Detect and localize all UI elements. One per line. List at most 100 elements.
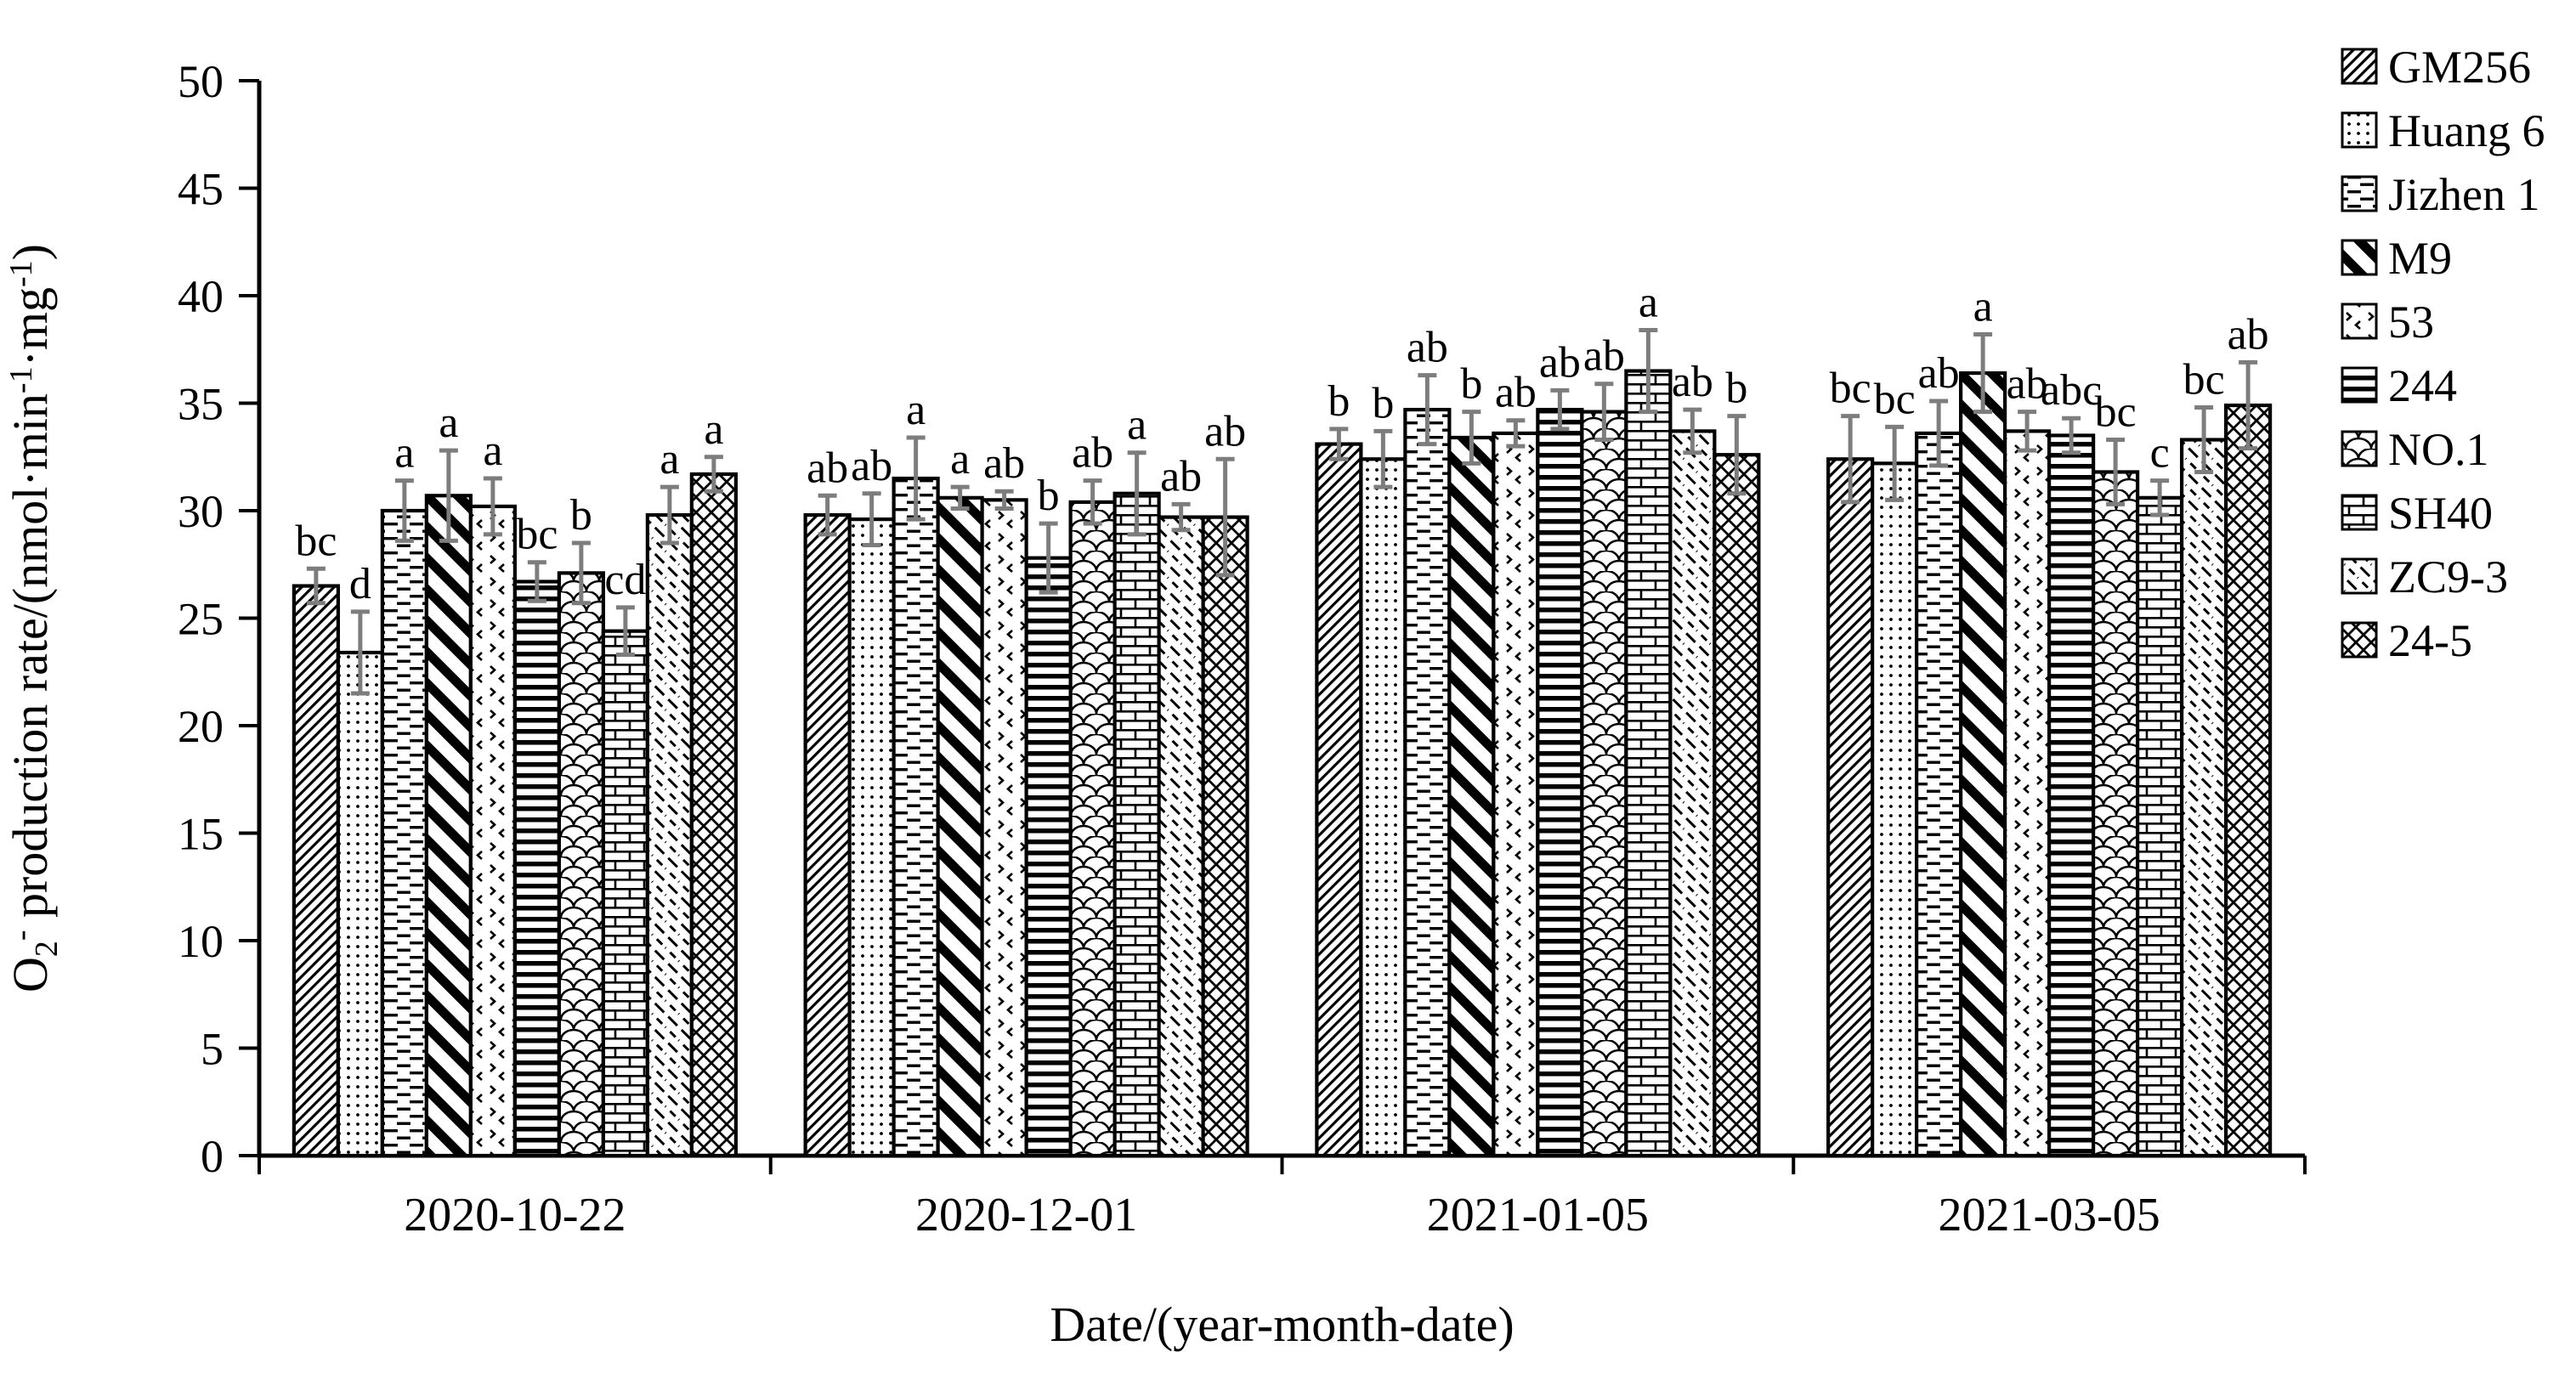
y-tick-label: 50 [178, 56, 224, 107]
y-tick-label: 10 [178, 916, 224, 967]
error-bar [1329, 427, 1349, 461]
significance-letter: b [1328, 377, 1350, 426]
bar-53-2020-12-01 [980, 498, 1028, 1158]
legend-swatch-icon [2341, 430, 2378, 467]
error-bar [1973, 332, 1993, 415]
bar-m9-2021-01-05 [1447, 435, 1496, 1158]
error-bar [1885, 424, 1905, 502]
bar-53-2021-03-05 [2003, 429, 2052, 1158]
x-category-label: 2020-12-01 [915, 1189, 1137, 1241]
legend-swatch-icon [2341, 239, 2378, 276]
legend-swatch-icon [2341, 111, 2378, 149]
error-bar [483, 476, 502, 537]
error-bar [1418, 373, 1437, 447]
x-axis-title: Date/(year-month-date) [1050, 1297, 1514, 1352]
significance-letter: ab [1539, 338, 1581, 387]
legend-item-53: 53 [2341, 297, 2434, 348]
bar-zc93-2021-01-05 [1668, 429, 1717, 1158]
legend-item-sh40: SH40 [2341, 488, 2493, 539]
bar-huang6-2021-03-05 [1871, 461, 1919, 1158]
bar-zc93-2021-03-05 [2180, 438, 2228, 1158]
significance-letter: a [660, 435, 679, 483]
bar-huang6-2020-12-01 [847, 517, 896, 1158]
error-bar [1039, 521, 1058, 595]
bar-gm256-2020-12-01 [803, 512, 852, 1158]
significance-letter: ab [2228, 310, 2269, 359]
legend-label: M9 [2388, 233, 2452, 284]
significance-letter: a [950, 435, 970, 483]
y-tick-label: 30 [178, 486, 224, 537]
legend-item-zc93: ZC9-3 [2341, 551, 2508, 602]
legend-label: 244 [2388, 360, 2457, 411]
error-bar [1171, 501, 1191, 533]
error-bar [2062, 416, 2081, 455]
error-bar [1929, 399, 1949, 468]
error-bar [527, 560, 546, 603]
error-bar [1639, 327, 1658, 415]
error-bar [704, 455, 723, 494]
significance-letter: ab [1918, 349, 1960, 398]
error-bar [2150, 478, 2170, 517]
significance-letter: abc [2041, 366, 2102, 415]
error-bar [906, 435, 926, 522]
bar-zc93-2020-12-01 [1157, 515, 1205, 1158]
significance-letter: c [2150, 429, 2170, 478]
significance-letter: bc [2095, 388, 2137, 437]
error-bar [818, 493, 837, 537]
significance-letter: ab [983, 439, 1025, 488]
bar-gm256-2020-10-22 [292, 584, 340, 1158]
legend-swatch-icon [2341, 621, 2378, 659]
x-category-label: 2021-03-05 [1938, 1189, 2160, 1241]
y-tick-label: 25 [178, 594, 224, 645]
error-bar [2018, 410, 2037, 453]
error-bar [615, 605, 635, 658]
bar-sh40-2020-10-22 [601, 629, 649, 1158]
bar-m9-2020-12-01 [936, 495, 984, 1158]
bar-no1-2020-12-01 [1068, 500, 1117, 1158]
error-bar [1215, 456, 1235, 578]
error-bar [1727, 414, 1747, 496]
y-tick-label: 5 [201, 1024, 224, 1075]
error-bar [2239, 359, 2258, 451]
legend-label: Jizhen 1 [2388, 169, 2539, 220]
significance-letter: cd [604, 556, 646, 604]
significance-letter: ab [1072, 429, 1113, 478]
error-bar [950, 484, 970, 511]
legend-item-245: 24-5 [2341, 615, 2472, 666]
significance-letter: bc [295, 517, 337, 565]
error-bar [1550, 387, 1570, 432]
bar-m9-2020-10-22 [424, 494, 473, 1158]
bar-jizhen1-2021-01-05 [1403, 407, 1452, 1158]
bar-sh40-2021-01-05 [1624, 369, 1673, 1158]
error-bar [306, 566, 326, 606]
error-bar [1683, 407, 1702, 455]
bar-jizhen1-2020-10-22 [380, 508, 428, 1158]
bar-huang6-2021-01-05 [1359, 457, 1407, 1158]
y-tick-label: 0 [201, 1131, 224, 1182]
bar-gm256-2021-01-05 [1315, 442, 1363, 1158]
significance-letter: ab [1407, 324, 1448, 372]
bar-245-2020-10-22 [689, 472, 738, 1158]
significance-letter: ab [1204, 407, 1246, 455]
error-bar [439, 448, 458, 543]
legend-item-m9: M9 [2341, 233, 2452, 284]
bar-53-2021-01-05 [1492, 431, 1540, 1158]
significance-letter: bc [1874, 375, 1916, 423]
legend-swatch-icon [2341, 557, 2378, 595]
significance-letter: a [1973, 283, 1993, 331]
significance-letter: a [1127, 401, 1146, 450]
bar-no1-2020-10-22 [557, 571, 605, 1158]
significance-letter: b [1460, 360, 1482, 409]
bar-53-2020-10-22 [468, 504, 517, 1158]
significance-letter: bc [516, 511, 558, 559]
legend-item-huang6: Huang 6 [2341, 105, 2545, 156]
error-bar [394, 478, 414, 543]
legend-item-no1: NO.1 [2341, 424, 2489, 475]
error-bar [2194, 405, 2214, 474]
significance-letter: b [1725, 365, 1747, 413]
bar-jizhen1-2021-03-05 [1915, 431, 1963, 1158]
significance-letter: b [570, 491, 592, 540]
bar-245-2021-03-05 [2224, 403, 2273, 1158]
